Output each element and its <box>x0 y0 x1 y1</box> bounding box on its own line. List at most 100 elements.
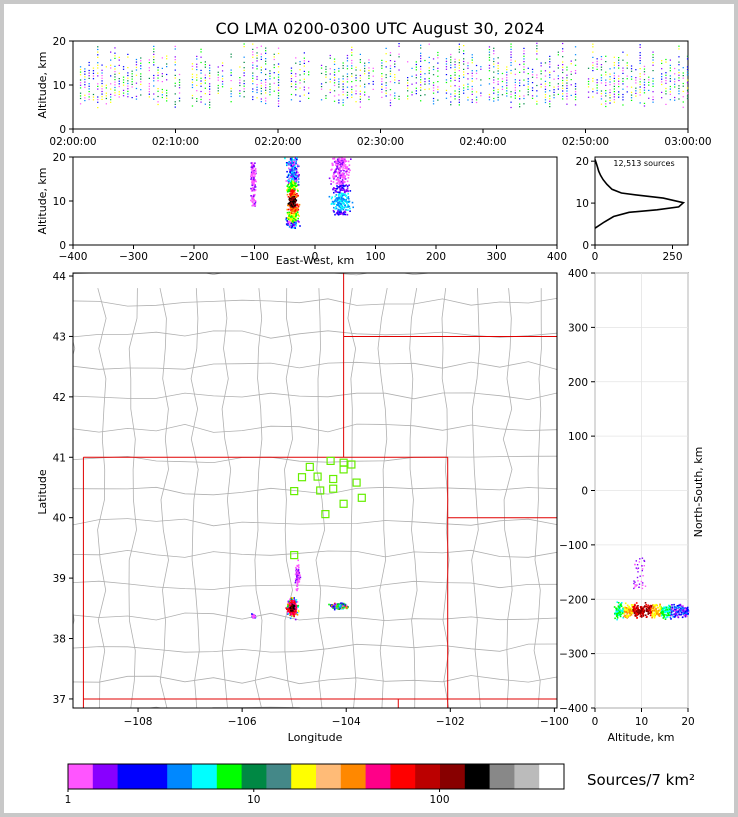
time-height-source <box>135 95 138 97</box>
time-height-source <box>454 93 456 95</box>
ew-source <box>250 175 252 178</box>
ew-source <box>328 177 331 180</box>
ew-source <box>338 157 340 160</box>
time-height-source <box>325 74 327 76</box>
time-height-source <box>562 66 564 68</box>
ew-source <box>295 157 297 159</box>
ew-source <box>288 220 290 223</box>
time-height-source <box>140 75 142 78</box>
map-source <box>252 617 255 619</box>
ew-source <box>295 224 297 227</box>
ns-source <box>641 557 644 559</box>
time-height-source <box>450 85 452 87</box>
time-height-source <box>252 80 254 82</box>
ns-source <box>625 616 627 618</box>
time-height-source <box>127 85 129 87</box>
time-height-source <box>630 65 633 67</box>
time-height-source <box>463 68 465 70</box>
time-height-source <box>596 60 598 63</box>
map-source <box>333 608 336 611</box>
colorbar-cell <box>464 764 490 789</box>
time-height-source <box>394 60 396 62</box>
ew-source <box>334 195 336 198</box>
ew-source <box>293 203 295 205</box>
ew-source <box>333 203 336 205</box>
time-height-source <box>191 68 194 70</box>
time-height-source <box>643 87 646 89</box>
time-height-source <box>592 70 594 72</box>
time-height-source <box>562 50 564 52</box>
ns-source <box>647 612 650 614</box>
ns-source <box>630 608 632 611</box>
time-height-source <box>506 84 508 87</box>
lma-station-marker <box>297 473 307 482</box>
map-source <box>295 605 297 608</box>
ew-source <box>342 159 344 162</box>
ew-source <box>343 211 346 213</box>
time-height-source <box>618 83 620 85</box>
ew-source <box>290 211 293 213</box>
time-height-source <box>84 84 86 86</box>
time-height-source <box>346 73 349 75</box>
map-source <box>299 576 302 579</box>
time-height-source <box>596 89 598 92</box>
ns-source <box>665 613 668 616</box>
time-height-source <box>265 68 267 70</box>
ns-source <box>685 614 687 616</box>
time-height-source <box>355 90 357 92</box>
time-height-source <box>428 67 430 69</box>
map-source <box>296 565 299 568</box>
ns-source <box>626 608 628 610</box>
ns-source <box>636 608 639 610</box>
ew-source <box>254 168 257 171</box>
time-height-source <box>92 72 95 74</box>
time-height-source <box>191 105 194 107</box>
time-height-source <box>445 97 448 99</box>
time-height-source <box>92 78 95 80</box>
time-height-source <box>256 76 258 78</box>
ew-source <box>347 206 349 208</box>
ew-source <box>293 186 295 188</box>
time-height-source <box>562 98 564 100</box>
ns-source <box>630 614 633 616</box>
time-height-source <box>114 68 116 70</box>
ew-source <box>288 187 291 189</box>
map-source <box>291 611 294 614</box>
time-height-source <box>359 85 361 87</box>
time-height-source <box>359 69 361 71</box>
ew-source <box>292 166 295 169</box>
time-height-ytick-label: 0 <box>59 124 66 136</box>
ew-source <box>289 220 291 223</box>
time-height-source <box>118 83 120 85</box>
time-height-source <box>523 68 525 71</box>
ns-source <box>678 613 680 616</box>
time-height-source <box>252 98 254 101</box>
time-height-source <box>475 91 478 93</box>
time-height-source <box>682 77 684 79</box>
ew-source <box>337 173 339 175</box>
time-height-source <box>252 77 254 79</box>
time-height-source <box>467 65 469 67</box>
ns-source <box>686 610 689 612</box>
ew-source <box>332 157 334 160</box>
time-height-source <box>243 90 245 93</box>
map-source <box>295 607 298 610</box>
time-height-source <box>277 81 280 84</box>
ns-source <box>657 610 659 612</box>
time-height-source <box>674 81 676 83</box>
time-height-source <box>351 81 353 83</box>
time-height-source <box>97 72 99 74</box>
map-source <box>291 606 293 609</box>
ew-xtick-label: 0 <box>312 251 319 263</box>
ns-source <box>637 571 639 573</box>
time-height-source <box>428 83 430 85</box>
map-source <box>344 604 347 606</box>
time-height-source <box>290 70 293 72</box>
time-height-source <box>566 74 568 76</box>
time-height-source <box>540 86 542 88</box>
map-source <box>288 613 291 615</box>
ew-source <box>250 178 252 180</box>
ew-source <box>336 197 338 199</box>
time-height-source <box>273 64 275 66</box>
ew-source <box>331 200 334 203</box>
